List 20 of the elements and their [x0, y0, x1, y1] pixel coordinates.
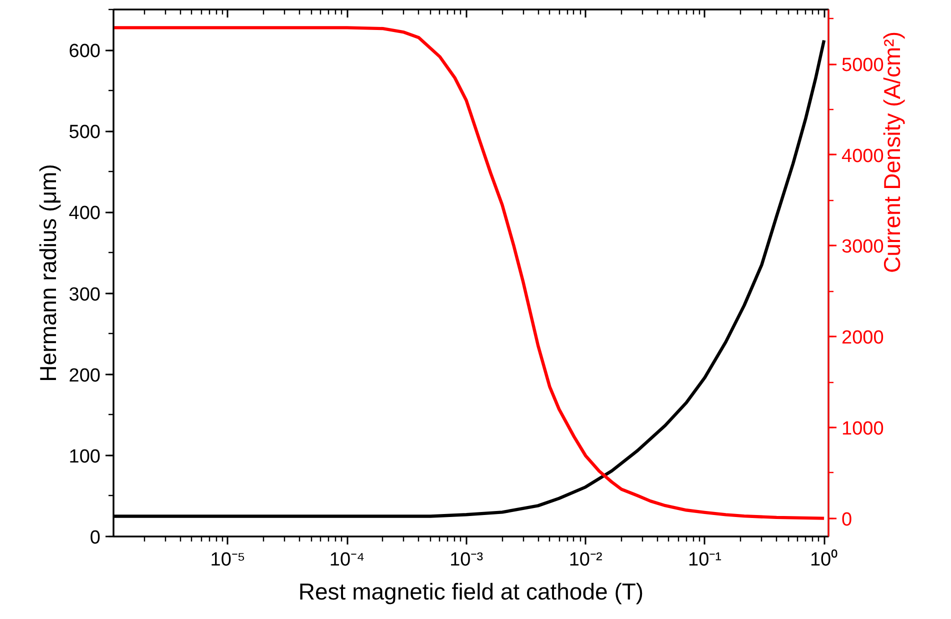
y-tick-label: 400	[68, 203, 100, 224]
y2-tick-label: 2000	[842, 328, 884, 349]
y2-tick-label: 0	[842, 509, 852, 530]
x-tick-label: 10⁻³	[450, 550, 484, 570]
y-tick-label: 500	[68, 122, 100, 144]
y2-tick-label: 4000	[842, 146, 884, 167]
y2-tick-label: 1000	[842, 418, 884, 440]
y-tick-label: 0	[90, 528, 101, 548]
x-tick-label: 10⁰	[810, 548, 838, 570]
y-tick-label: 300	[68, 284, 100, 306]
x-tick-label: 10⁻²	[568, 550, 602, 570]
x-tick-label: 10⁻⁴	[329, 550, 365, 570]
y-axis-title: Hermann radius (μm)	[34, 164, 61, 382]
y2-tick-label: 5000	[842, 55, 884, 76]
x-tick-label: 10⁻¹	[688, 550, 722, 570]
y-tick-label: 100	[68, 446, 100, 468]
x-axis-title: Rest magnetic field at cathode (T)	[298, 578, 644, 604]
y-tick-label: 200	[68, 365, 100, 386]
y-tick-label: 600	[68, 41, 100, 62]
x-tick-label: 10⁻⁵	[210, 550, 246, 570]
